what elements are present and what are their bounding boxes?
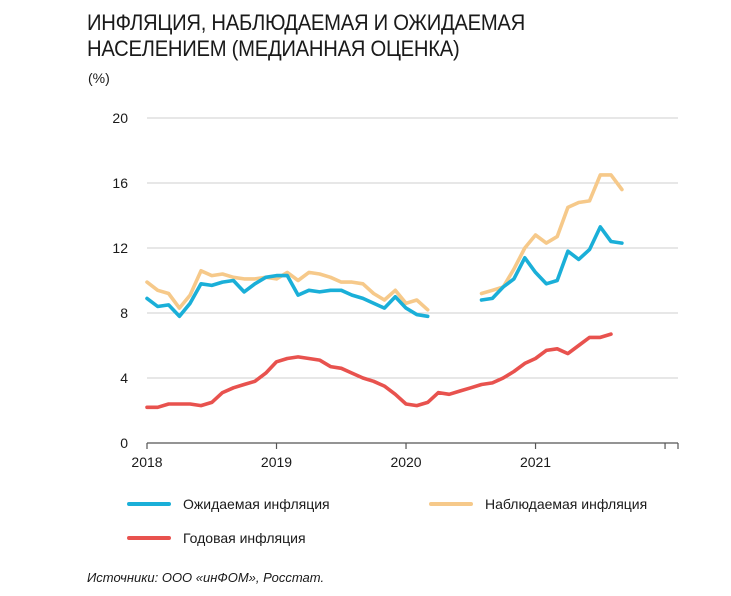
legend-label-expected: Ожидаемая инфляция — [183, 496, 330, 512]
x-tick-label-2021: 2021 — [520, 454, 551, 470]
chart-title: ИНФЛЯЦИЯ, НАБЛЮДАЕМАЯ И ОЖИДАЕМАЯ НАСЕЛЕ… — [87, 10, 525, 61]
x-tick-label-2019: 2019 — [261, 454, 292, 470]
legend-item-annual: Годовая инфляция — [127, 530, 306, 546]
grid-lines — [147, 117, 678, 379]
x-tick-label-2020: 2020 — [390, 454, 421, 470]
y-tick-label-20: 20 — [112, 110, 128, 126]
legend-swatch-expected — [127, 502, 171, 506]
y-tick-label-12: 12 — [112, 240, 128, 256]
y-axis-unit: (%) — [88, 70, 110, 86]
legend-label-annual: Годовая инфляция — [183, 530, 306, 546]
legend-item-observed: Наблюдаемая инфляция — [429, 496, 647, 512]
y-tick-label-0: 0 — [120, 435, 128, 451]
legend-swatch-observed — [429, 502, 473, 506]
source-note: Источники: ООО «инФОМ», Росстат. — [87, 570, 325, 585]
x-tick-label-2018: 2018 — [131, 454, 162, 470]
series-line-annual — [145, 332, 613, 410]
x-axis: 2018 2019 2020 2021 — [131, 442, 679, 470]
series-line-observed — [145, 173, 624, 312]
legend-swatch-annual — [127, 536, 171, 540]
y-tick-label-16: 16 — [112, 175, 128, 191]
y-tick-labels: 0 4 8 12 16 20 — [112, 110, 128, 451]
legend-item-expected: Ожидаемая инфляция — [127, 496, 330, 512]
legend-label-observed: Наблюдаемая инфляция — [485, 496, 648, 512]
y-tick-label-4: 4 — [120, 370, 128, 386]
y-tick-label-8: 8 — [120, 305, 128, 321]
series-lines — [145, 173, 624, 410]
series-line-expected — [145, 225, 624, 319]
